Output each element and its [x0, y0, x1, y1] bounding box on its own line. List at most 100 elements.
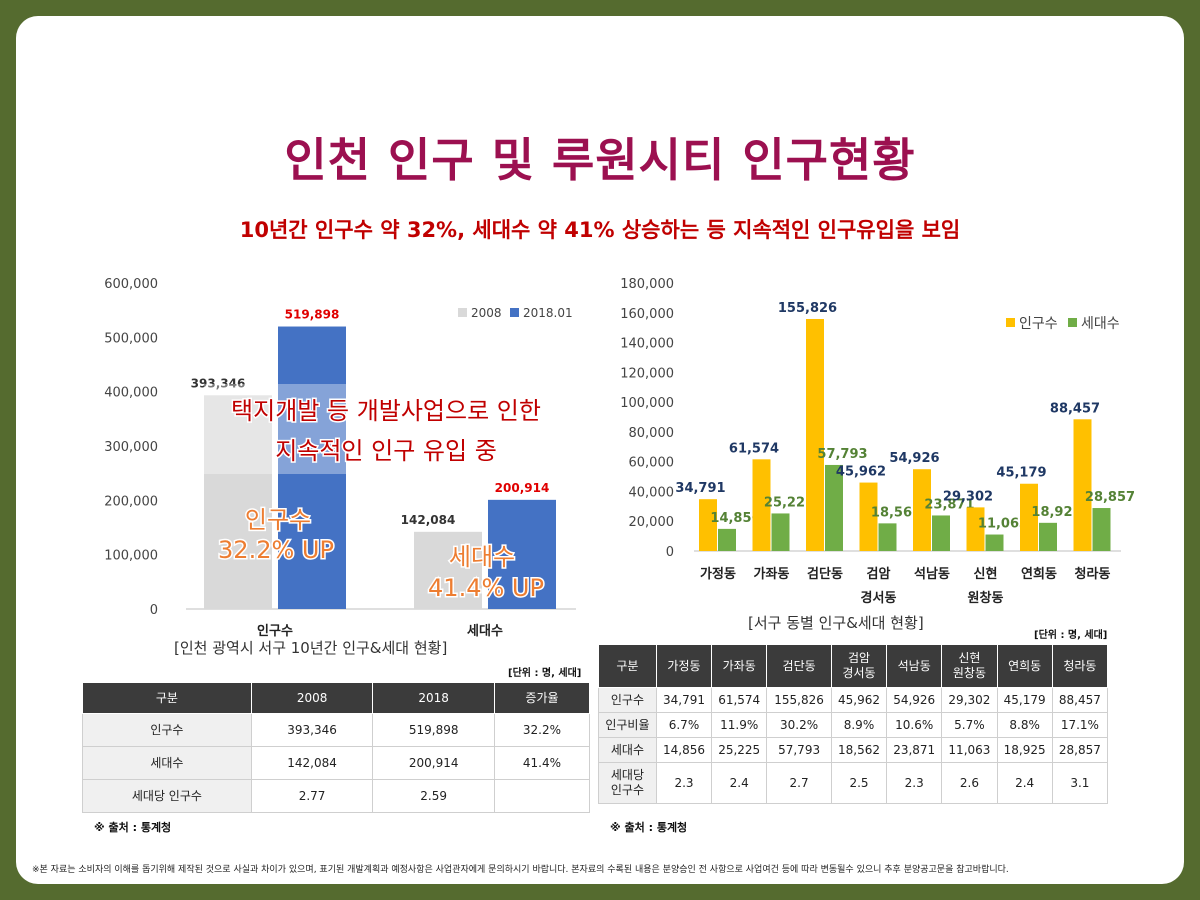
- y-tick-label: 400,000: [104, 386, 158, 401]
- table-cell: 29,302: [941, 687, 998, 713]
- table-cell: 8.9%: [830, 712, 888, 738]
- table-cell: 45,179: [996, 687, 1053, 713]
- bar-세대수: [1092, 508, 1111, 551]
- data-label: 18,925: [1031, 505, 1081, 520]
- x-category-label: 가좌동: [754, 566, 790, 582]
- table-cell: 2.59: [372, 779, 495, 813]
- bar-2008: [204, 395, 272, 609]
- y-tick-label: 60,000: [629, 456, 675, 471]
- x-category-label: 신현: [974, 566, 998, 582]
- y-tick-label: 20,000: [629, 515, 675, 530]
- table2-header: 가좌동: [711, 644, 768, 688]
- page-title: 인천 인구 및 루원시티 인구현황: [284, 133, 916, 187]
- table-cell: 10.6%: [886, 712, 943, 738]
- table-row: 세대수 14,856 25,225 57,793 18,562 23,871 11,063 1…: [598, 737, 1109, 763]
- data-label: 29,302: [943, 489, 993, 504]
- table-row: 세대당 인구수 2.3 2.4 2.7 2.5 2.3 2.6 2.4 3.1: [598, 762, 1109, 804]
- table-cell: 61,574: [711, 687, 768, 713]
- table-cell: 54,926: [886, 687, 943, 713]
- table-cell: 2.6: [941, 762, 998, 804]
- legend-label: 2018.01: [523, 306, 573, 320]
- table-cell: 45,962: [830, 687, 888, 713]
- row-label: 인구수: [82, 713, 252, 747]
- chart1-caption: [인천 광역시 서구 10년간 인구&세대 현황]: [174, 639, 448, 657]
- table2-unit-label: [단위 : 명, 세대]: [1034, 630, 1108, 641]
- table-cell: 11,063: [941, 737, 998, 763]
- table-cell: 2.5: [830, 762, 888, 804]
- bar-인구수: [1073, 419, 1092, 551]
- annotation-main-line1: 택지개발 등 개발사업으로 인한: [231, 397, 541, 425]
- bar-인구수: [859, 482, 878, 551]
- bar-인구수: [1020, 483, 1038, 551]
- table2-source: ※ 출처 : 통계청: [610, 821, 688, 834]
- table-cell: [493, 779, 591, 813]
- legend-label: 인구수: [1019, 316, 1058, 332]
- bar-세대수: [1039, 522, 1057, 551]
- y-tick-label: 100,000: [620, 396, 674, 411]
- y-tick-label: 300,000: [104, 440, 158, 455]
- bar-세대수: [771, 513, 790, 551]
- table2-header: 연희동: [996, 644, 1053, 688]
- table2-header: 신현 원창동: [941, 644, 998, 688]
- table-cell: 34,791: [655, 687, 713, 713]
- y-tick-label: 0: [150, 603, 158, 618]
- footnote: ※본 자료는 소비자의 이해를 돕기위해 제작된 것으로 사실과 차이가 있으며…: [32, 865, 1009, 875]
- table-population-summary: 구분 2008 2018 증가율 인구수 393,346 519,898 32.2% 세대수 14…: [82, 682, 591, 813]
- legend-label: 세대수: [1081, 316, 1120, 332]
- x-category-label: 검암: [867, 566, 891, 582]
- data-label: 45,962: [836, 465, 886, 480]
- y-tick-label: 80,000: [629, 426, 675, 441]
- table-row: 세대당 인구수 2.77 2.59: [82, 779, 591, 813]
- data-label: 14,856: [710, 511, 760, 526]
- table2-header: 청라동: [1051, 644, 1109, 688]
- table-cell: 2.3: [655, 762, 713, 804]
- legend-swatch: [458, 308, 467, 317]
- x-category-label: 석남동: [914, 566, 950, 582]
- legend-swatch: [1068, 318, 1077, 327]
- table2-header: 구분: [598, 644, 657, 688]
- data-label: 155,826: [778, 301, 837, 316]
- y-tick-label: 120,000: [620, 366, 674, 381]
- chart2-caption: [서구 동별 인구&세대 현황]: [748, 614, 924, 632]
- table-cell: 2.4: [711, 762, 768, 804]
- table-cell: 6.7%: [655, 712, 713, 738]
- data-label: 142,084: [401, 513, 456, 527]
- bar-2018.01: [488, 499, 556, 609]
- bar-세대수: [878, 523, 897, 551]
- y-tick-label: 600,000: [104, 277, 158, 292]
- table-cell: 41.4%: [493, 746, 591, 780]
- row-label: 인구수: [598, 687, 657, 713]
- data-label: 57,793: [817, 447, 867, 462]
- table-cell: 2.4: [996, 762, 1053, 804]
- legend-swatch: [510, 308, 519, 317]
- y-tick-label: 500,000: [104, 331, 158, 346]
- table-cell: 11.9%: [711, 712, 768, 738]
- data-label: 18,562: [871, 505, 921, 520]
- x-category-label: 가정동: [700, 566, 736, 582]
- table-cell: 519,898: [372, 713, 495, 747]
- data-label: 25,225: [764, 495, 814, 510]
- table1-source: ※ 출처 : 통계청: [94, 821, 172, 834]
- annotation-pop-line1: 인구수: [245, 506, 311, 534]
- x-category-label: 청라동: [1075, 566, 1111, 582]
- table-cell: 32.2%: [493, 713, 591, 747]
- data-label: 61,574: [729, 441, 779, 456]
- x-category-label: 검단동: [807, 566, 843, 582]
- table2-header: 석남동: [886, 644, 943, 688]
- table-cell: 2.3: [886, 762, 943, 804]
- y-tick-label: 140,000: [620, 337, 674, 352]
- table-row: 인구비율 6.7% 11.9% 30.2% 8.9% 10.6% 5.7% 8.8% 17.1%: [598, 712, 1109, 738]
- data-label: 34,791: [675, 481, 725, 496]
- table-cell: 155,826: [766, 687, 832, 713]
- table-cell: 5.7%: [941, 712, 998, 738]
- y-tick-label: 100,000: [104, 549, 158, 564]
- bar-인구수: [752, 459, 771, 551]
- table-cell: 25,225: [711, 737, 768, 763]
- table-cell: 8.8%: [996, 712, 1053, 738]
- y-tick-label: 40,000: [629, 485, 675, 500]
- data-label: 45,179: [996, 466, 1046, 481]
- data-label: 519,898: [285, 308, 340, 322]
- bar-인구수: [966, 507, 985, 551]
- x-category-label: 연희동: [1021, 567, 1057, 582]
- bar-인구수: [913, 469, 931, 551]
